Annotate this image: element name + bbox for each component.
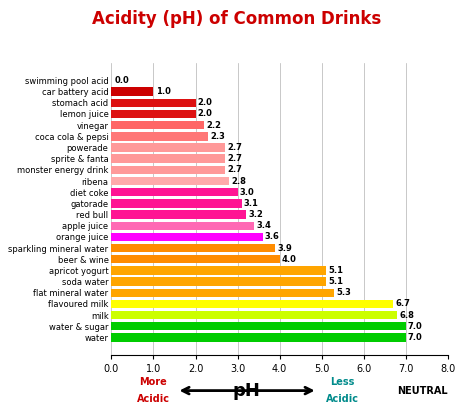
- Text: More: More: [139, 377, 167, 387]
- Text: Acidic: Acidic: [326, 394, 359, 404]
- Bar: [111, 277, 326, 286]
- Bar: [111, 311, 397, 319]
- Text: 3.1: 3.1: [244, 199, 259, 208]
- Bar: [111, 165, 225, 174]
- Text: 5.1: 5.1: [328, 266, 343, 275]
- Bar: [111, 143, 225, 152]
- Text: 4.0: 4.0: [282, 255, 297, 264]
- Text: 6.8: 6.8: [400, 311, 414, 320]
- Bar: [111, 132, 208, 141]
- Text: 2.0: 2.0: [198, 110, 212, 118]
- Bar: [111, 210, 246, 219]
- Bar: [111, 199, 242, 207]
- Bar: [111, 188, 237, 197]
- Bar: [111, 155, 225, 163]
- Bar: [111, 221, 255, 230]
- Text: 3.4: 3.4: [256, 221, 272, 230]
- Bar: [111, 121, 204, 129]
- Text: 7.0: 7.0: [408, 333, 423, 342]
- Bar: [111, 322, 406, 331]
- Text: NEUTRAL: NEUTRAL: [397, 386, 448, 396]
- Text: 0.0: 0.0: [115, 76, 129, 85]
- Text: 2.7: 2.7: [227, 165, 242, 174]
- Text: Less: Less: [330, 377, 355, 387]
- Bar: [111, 255, 280, 263]
- Bar: [111, 333, 406, 341]
- Bar: [111, 300, 393, 308]
- Text: 2.7: 2.7: [227, 143, 242, 152]
- Text: 1.0: 1.0: [155, 87, 171, 96]
- Text: 2.3: 2.3: [210, 132, 225, 141]
- Text: Tooth enamel starts to dissolve at pH less than 5.5: Tooth enamel starts to dissolve at pH le…: [68, 35, 406, 48]
- Text: 2.8: 2.8: [231, 176, 246, 186]
- Text: 3.6: 3.6: [265, 232, 280, 241]
- Text: 2.2: 2.2: [206, 121, 221, 130]
- Bar: [111, 177, 229, 185]
- Text: 3.0: 3.0: [240, 188, 255, 197]
- Text: Acidic: Acidic: [137, 394, 170, 404]
- Bar: [111, 244, 275, 252]
- Bar: [111, 266, 326, 275]
- Text: 2.7: 2.7: [227, 154, 242, 163]
- Text: Acidity (pH) of Common Drinks: Acidity (pH) of Common Drinks: [92, 10, 382, 29]
- Text: 3.9: 3.9: [278, 244, 292, 252]
- Text: 7.0: 7.0: [408, 322, 423, 331]
- Text: 2.0: 2.0: [198, 98, 212, 107]
- Bar: [111, 233, 263, 241]
- Bar: [111, 110, 195, 118]
- Text: 5.1: 5.1: [328, 277, 343, 286]
- Bar: [111, 87, 154, 96]
- Text: pH: pH: [232, 382, 260, 399]
- Text: 6.7: 6.7: [395, 299, 410, 308]
- Bar: [111, 289, 334, 297]
- Text: 3.2: 3.2: [248, 210, 263, 219]
- Bar: [111, 99, 195, 107]
- Text: 5.3: 5.3: [337, 288, 351, 297]
